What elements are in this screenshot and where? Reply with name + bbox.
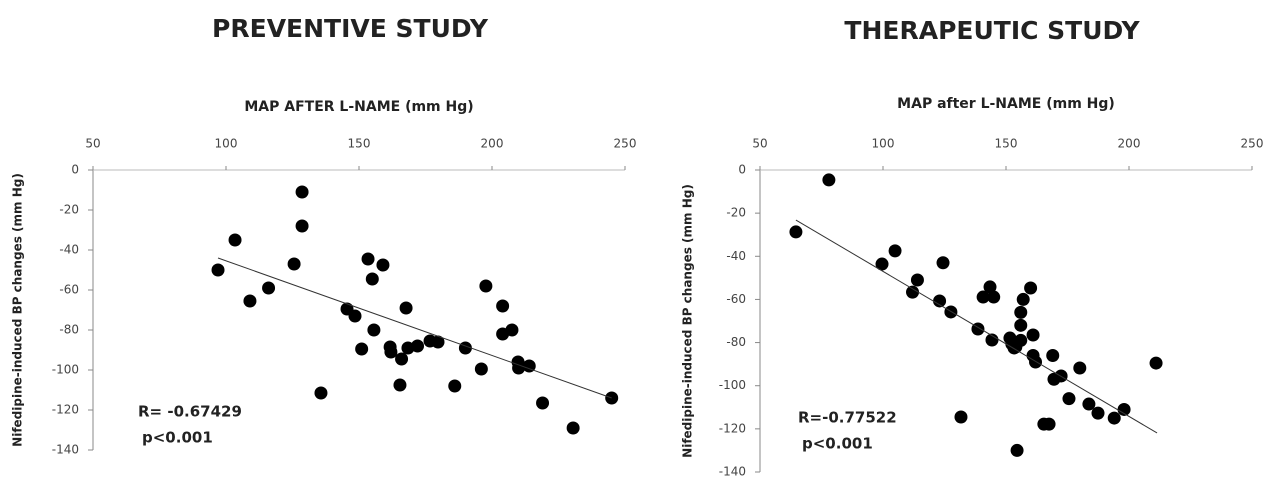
point <box>262 281 276 295</box>
point <box>431 335 445 349</box>
x-tick-label: 250 <box>1241 137 1264 151</box>
point <box>448 379 462 393</box>
point <box>875 257 889 271</box>
y-axis-label: Nifedipine-induced BP changes (mm Hg) <box>11 173 25 447</box>
y-tick-label: -60 <box>726 292 746 306</box>
point <box>1149 356 1163 370</box>
point <box>1062 392 1076 406</box>
y-tick-label: -20 <box>726 206 746 220</box>
point <box>1042 417 1056 431</box>
point <box>1024 281 1038 295</box>
point <box>1010 443 1024 457</box>
chart-title: PREVENTIVE STUDY <box>212 14 489 43</box>
y-tick-label: -20 <box>59 203 79 217</box>
point <box>395 352 409 366</box>
y-tick-label: -40 <box>59 243 79 257</box>
point <box>822 173 836 187</box>
point <box>1107 411 1121 425</box>
point <box>505 323 519 337</box>
point <box>954 410 968 424</box>
x-tick-label: 200 <box>1118 137 1141 151</box>
point <box>479 279 493 293</box>
y-tick-label: -140 <box>719 465 746 479</box>
x-tick-label: 100 <box>215 137 238 151</box>
x-tick-label: 100 <box>872 137 895 151</box>
x-tick-label: 150 <box>348 137 371 151</box>
y-tick-label: -100 <box>719 378 746 392</box>
point <box>566 421 580 435</box>
x-tick-label: 50 <box>752 137 767 151</box>
point <box>522 359 536 373</box>
point <box>314 386 328 400</box>
point <box>1016 292 1030 306</box>
point <box>1014 318 1028 332</box>
y-tick-label: -40 <box>726 249 746 263</box>
point <box>906 285 920 299</box>
point <box>243 294 257 308</box>
y-tick-label: -80 <box>726 335 746 349</box>
point <box>228 233 242 247</box>
point <box>211 263 225 277</box>
x-tick-label: 50 <box>85 137 100 151</box>
point <box>361 252 375 266</box>
x-tick-label: 200 <box>481 137 504 151</box>
point <box>936 256 950 270</box>
point <box>983 280 997 294</box>
point <box>987 290 1001 304</box>
point <box>1117 402 1131 416</box>
point <box>411 339 425 353</box>
y-tick-label: -120 <box>52 403 79 417</box>
y-tick-label: -60 <box>59 283 79 297</box>
point <box>287 257 301 271</box>
y-tick-label: -100 <box>52 363 79 377</box>
point <box>1014 305 1028 319</box>
chart-title: THERAPEUTIC STUDY <box>844 16 1140 45</box>
point <box>376 258 390 272</box>
point <box>367 323 381 337</box>
point <box>348 309 362 323</box>
point <box>512 361 526 375</box>
y-tick-label: -80 <box>59 323 79 337</box>
point <box>496 299 510 313</box>
point <box>384 345 398 359</box>
point <box>393 378 407 392</box>
point <box>355 342 369 356</box>
point <box>910 273 924 287</box>
point <box>976 290 990 304</box>
point <box>365 272 379 286</box>
point <box>474 362 488 376</box>
y-tick-label: 0 <box>71 163 79 177</box>
point <box>985 333 999 347</box>
annotation: R= -0.67429 <box>138 403 242 421</box>
point <box>1073 361 1087 375</box>
trend-line <box>217 257 612 399</box>
x-axis-label: MAP after L-NAME (mm Hg) <box>897 96 1115 112</box>
point <box>933 294 947 308</box>
x-tick-label: 150 <box>995 137 1018 151</box>
point <box>1046 349 1060 363</box>
annotation: p<0.001 <box>142 429 213 447</box>
point <box>1014 333 1028 347</box>
point <box>295 185 309 199</box>
y-tick-label: -120 <box>719 421 746 435</box>
annotation: p<0.001 <box>802 435 873 453</box>
point <box>536 396 550 410</box>
x-tick-label: 250 <box>614 137 637 151</box>
y-tick-label: 0 <box>738 163 746 177</box>
point <box>399 301 413 315</box>
y-axis-label: Nifedipine-induced BP changes (mm Hg) <box>681 184 695 458</box>
trend-line <box>795 219 1158 434</box>
point <box>1029 355 1043 369</box>
point <box>295 219 309 233</box>
point <box>1082 397 1096 411</box>
point <box>888 244 902 258</box>
point <box>1091 406 1105 420</box>
y-tick-label: -140 <box>52 443 79 457</box>
annotation: R=-0.77522 <box>798 409 897 427</box>
point <box>789 225 803 239</box>
point <box>1026 328 1040 342</box>
x-axis-label: MAP AFTER L-NAME (mm Hg) <box>244 99 473 115</box>
